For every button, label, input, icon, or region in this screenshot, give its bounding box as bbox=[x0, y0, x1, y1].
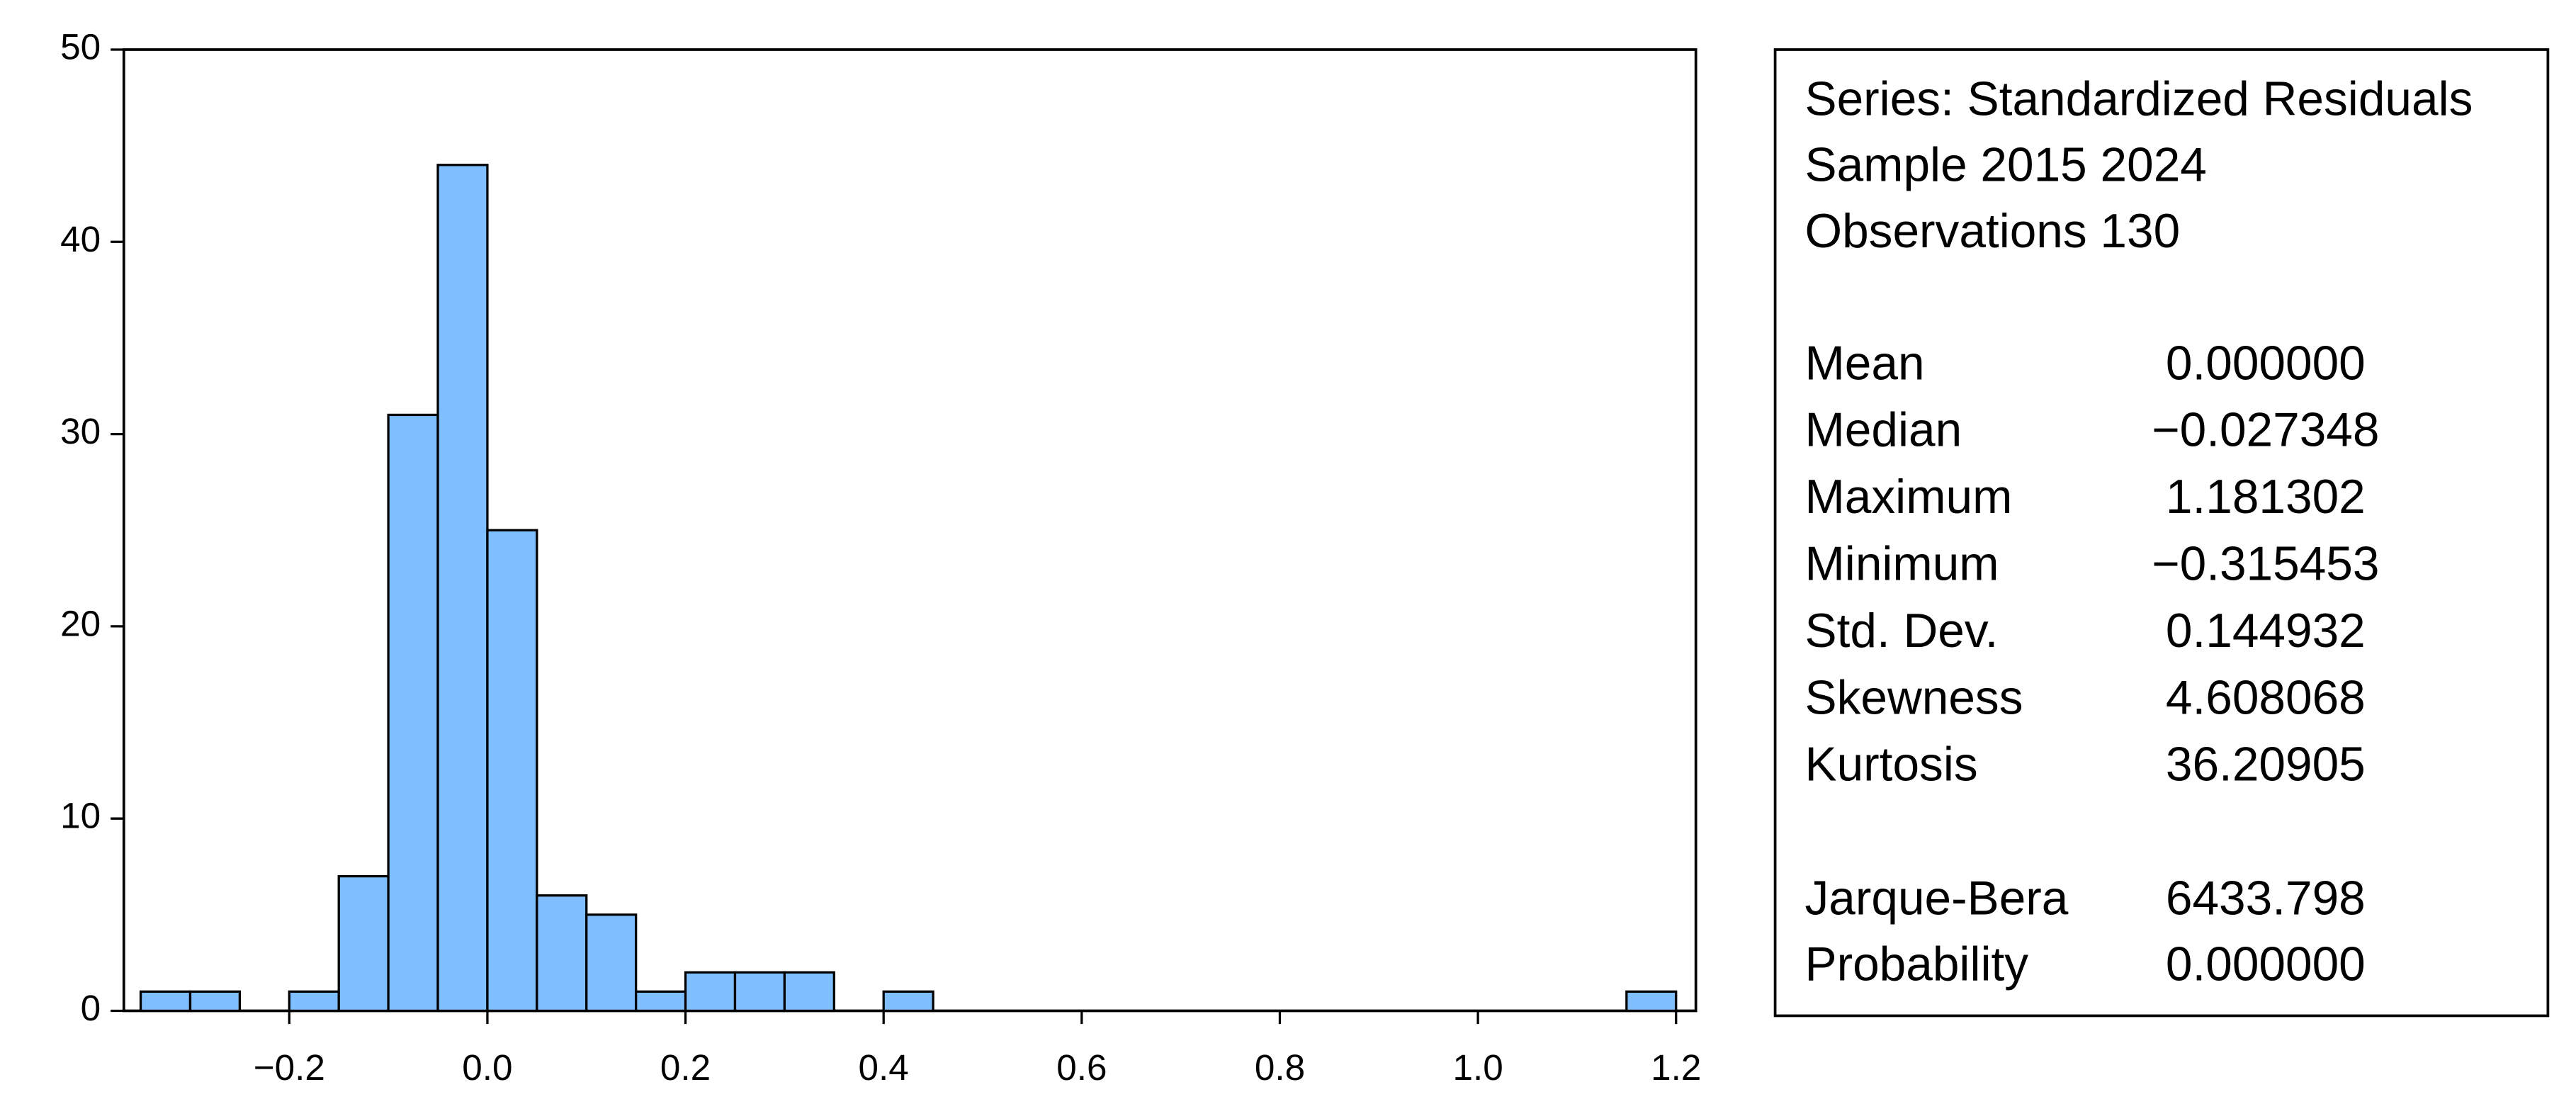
stat-value: 0.000000 bbox=[2166, 337, 2366, 390]
x-tick-label: 0.6 bbox=[1056, 1047, 1107, 1088]
x-tick-label: 1.0 bbox=[1452, 1047, 1503, 1088]
stat-value: −0.027348 bbox=[2152, 404, 2379, 457]
y-tick-label: 50 bbox=[60, 27, 101, 67]
test-label: Jarque-Bera bbox=[1805, 872, 2069, 925]
stat-value: −0.315453 bbox=[2152, 538, 2379, 591]
y-tick-label: 10 bbox=[60, 796, 101, 836]
stat-label: Minimum bbox=[1805, 538, 1999, 591]
stats-box bbox=[1773, 48, 2550, 1018]
x-tick-label: 0.0 bbox=[462, 1047, 512, 1088]
test-label: Probability bbox=[1805, 938, 2029, 991]
bar bbox=[387, 413, 439, 1013]
stat-label: Kurtosis bbox=[1805, 738, 1978, 792]
x-tick-label: −0.2 bbox=[254, 1047, 325, 1088]
bar bbox=[733, 971, 786, 1013]
bar bbox=[882, 990, 934, 1013]
bar bbox=[188, 990, 242, 1013]
stat-label: Maximum bbox=[1805, 471, 2013, 524]
bar bbox=[436, 164, 489, 1013]
test-value: 6433.798 bbox=[2166, 872, 2366, 925]
stat-label: Std. Dev. bbox=[1805, 604, 1999, 658]
x-tick-label: 1.2 bbox=[1651, 1047, 1701, 1088]
stats-header: Sample 2015 2024 bbox=[1805, 139, 2207, 192]
stat-label: Skewness bbox=[1805, 671, 2023, 724]
x-tick-label: 0.2 bbox=[660, 1047, 711, 1088]
x-tick-label: 0.8 bbox=[1255, 1047, 1305, 1088]
y-tick-label: 30 bbox=[60, 411, 101, 451]
bar bbox=[139, 990, 192, 1013]
stats-header: Observations 130 bbox=[1805, 205, 2181, 258]
bar bbox=[536, 894, 588, 1013]
bar bbox=[486, 529, 538, 1013]
bar bbox=[585, 913, 638, 1013]
test-value: 0.000000 bbox=[2166, 938, 2366, 991]
stat-value: 4.608068 bbox=[2166, 671, 2366, 724]
stat-value: 1.181302 bbox=[2166, 471, 2366, 524]
bar bbox=[337, 874, 390, 1013]
y-tick-label: 40 bbox=[60, 219, 101, 259]
bar bbox=[684, 971, 737, 1013]
bar bbox=[288, 990, 340, 1013]
y-tick-label: 20 bbox=[60, 603, 101, 643]
stat-value: 36.20905 bbox=[2166, 738, 2366, 792]
y-tick-label: 0 bbox=[81, 988, 101, 1028]
stat-value: 0.144932 bbox=[2166, 604, 2366, 658]
stats-header: Series: Standardized Residuals bbox=[1805, 72, 2473, 125]
x-tick-label: 0.4 bbox=[859, 1047, 909, 1088]
bar bbox=[1625, 990, 1678, 1013]
plot-frame bbox=[122, 48, 1697, 1013]
bar bbox=[635, 990, 687, 1013]
stat-label: Median bbox=[1805, 404, 1962, 457]
stat-label: Mean bbox=[1805, 337, 1925, 390]
bar bbox=[783, 971, 835, 1013]
